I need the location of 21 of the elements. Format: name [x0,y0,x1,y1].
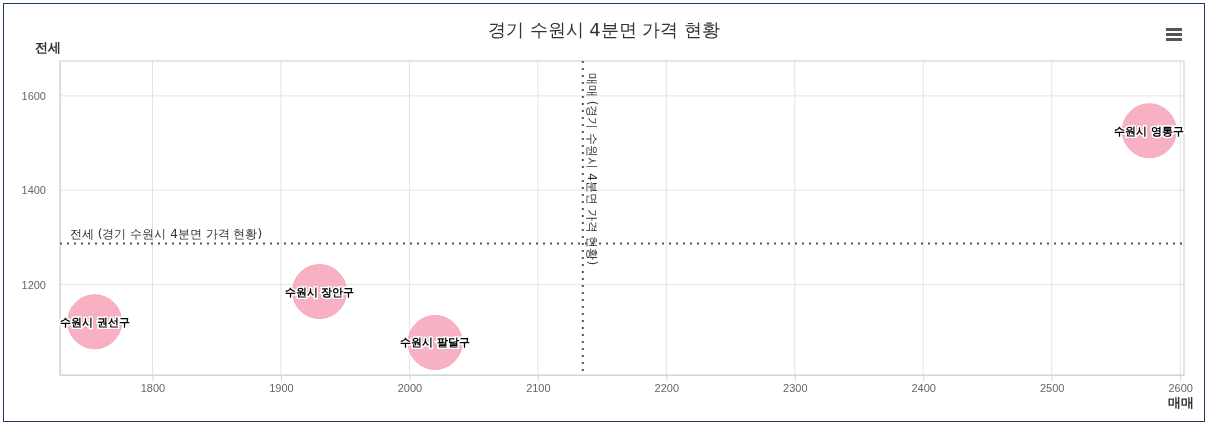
x-tick-label: 2400 [911,381,936,394]
annotation: 수원시 영통구 [1114,124,1185,138]
annotation: 수원시 장안구 [284,285,355,299]
x-tick-label: 1800 [140,381,166,394]
ref-line-label: 매매 (경기 수원시 4분면 가격 현황) [584,73,599,266]
x-tick-label: 2100 [526,381,551,394]
x-tick-label: 2500 [1039,381,1065,394]
x-tick-label: 1900 [269,381,294,394]
y-tick-label: 1200 [21,278,46,291]
y-axis-title: 전세 [35,40,61,55]
y-tick-label: 1400 [21,184,46,197]
chart-title: 경기 수원시 4분면 가격 현황 [487,19,721,40]
x-tick-label: 2200 [654,381,680,394]
x-tick-label: 2000 [397,381,423,394]
y-tick-label: 1600 [21,89,46,102]
annotation: 수원시 권선구 [59,315,130,329]
x-tick-label: 2600 [1168,381,1193,394]
annotation: 수원시 팔달구 [400,336,471,350]
x-axis-title: 매매 [1168,395,1194,410]
x-tick-label: 2300 [783,381,808,394]
ref-line-label: 전세 (경기 수원시 4분면 가격 현황) [70,227,263,242]
